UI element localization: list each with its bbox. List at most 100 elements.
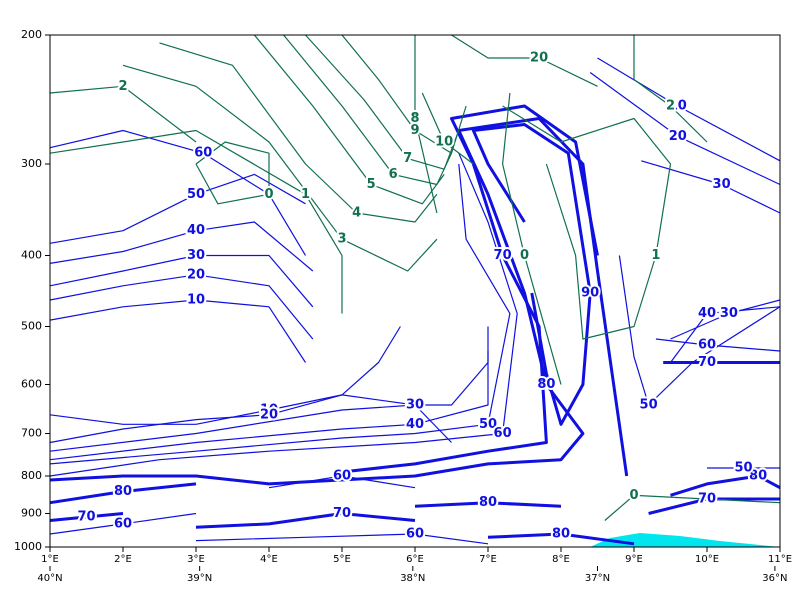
x-tick-label: 4°E: [260, 554, 278, 565]
contour-line: [253, 34, 445, 205]
y-tick-label: 300: [21, 157, 42, 170]
contour-label: 0: [264, 187, 273, 202]
contour-line: [471, 123, 592, 426]
contour-line: [597, 57, 781, 162]
y-tick-label: 600: [21, 377, 42, 390]
contour-label: 10: [260, 402, 278, 417]
contour-label: 8: [410, 111, 419, 126]
contour-label: 6: [389, 167, 398, 182]
contour-label: 70: [698, 355, 716, 370]
contour-label: 80: [479, 495, 497, 510]
contour-label: 1: [301, 187, 310, 202]
contour-label: 2: [118, 79, 127, 94]
contour-label: 30: [720, 306, 738, 321]
x-tick-label: 5°E: [333, 554, 351, 565]
contour-line: [641, 160, 781, 214]
contour-line: [618, 255, 781, 406]
contour-line: [49, 326, 401, 444]
contour-line: [49, 129, 307, 256]
contour-label: 70: [698, 492, 716, 507]
contour-line: [670, 306, 781, 363]
contour-line: [49, 117, 629, 486]
contour-label: 20: [669, 129, 687, 144]
contour-line: [655, 338, 781, 352]
contour-label: 80: [749, 469, 767, 484]
contour-line: [49, 221, 314, 272]
contour-label: 7: [403, 151, 412, 166]
y-tick-label: 400: [21, 249, 42, 262]
x-tick-label: 6°E: [406, 554, 424, 565]
x-tick-label: 3°E: [187, 554, 205, 565]
x-tick-label: 11°E: [768, 554, 792, 565]
contour-line: [49, 274, 314, 340]
contour-line: [341, 34, 467, 154]
contour-line: [283, 34, 453, 186]
contour-line: [341, 104, 599, 474]
contour-line: [604, 494, 781, 521]
terrain: [590, 533, 780, 547]
y-tick-label: 800: [21, 469, 42, 482]
contour-line: [502, 92, 562, 385]
x-tick-label: 1°E: [41, 554, 59, 565]
contour-label: 80: [552, 527, 570, 542]
contour-label: 50: [187, 187, 205, 202]
x2-tick-label: 38°N: [400, 573, 425, 584]
contour-label: 90: [581, 285, 599, 300]
contour-line: [49, 152, 518, 477]
contour-line: [49, 85, 197, 143]
contour-label: 70: [77, 509, 95, 524]
contour-line: [421, 92, 474, 165]
y-tick-label: 1000: [14, 540, 42, 553]
contour-line: [159, 42, 438, 223]
contour-label: 50: [734, 460, 752, 475]
contour-line: [195, 141, 270, 205]
y-tick-label: 500: [21, 319, 42, 332]
contour-label: 60: [698, 338, 716, 353]
contour-label: 20: [187, 267, 205, 282]
contour-label: 70: [494, 248, 512, 263]
contour-line: [414, 35, 438, 214]
contour-label: 5: [367, 177, 376, 192]
y-tick-label: 900: [21, 506, 42, 519]
x2-tick-label: 36°N: [762, 573, 787, 584]
contour-line: [670, 474, 781, 497]
x-tick-label: 10°E: [695, 554, 719, 565]
contour-line: [451, 34, 598, 87]
contour-label: 0: [629, 488, 638, 503]
contour-label: 1: [651, 248, 660, 263]
x2-tick-label: 40°N: [37, 573, 62, 584]
contour-line: [49, 482, 197, 505]
contour-line: [633, 35, 708, 143]
contour-label: 10: [435, 135, 453, 150]
contour-line: [487, 532, 635, 546]
contour-line: [49, 299, 307, 363]
contour-line: [502, 105, 672, 340]
x-tick-label: 8°E: [552, 554, 570, 565]
contour-line: [195, 533, 489, 545]
contour-label: 60: [494, 426, 512, 441]
contour-line: [49, 173, 306, 244]
contour-line: [589, 72, 781, 186]
contour-label: 40: [187, 223, 205, 238]
contour-line: [49, 129, 343, 314]
contour-label: 80: [114, 484, 132, 499]
contour-label: 60: [194, 146, 212, 161]
contour-label: 60: [333, 469, 351, 484]
x-tick-label: 2°E: [114, 554, 132, 565]
contour-label: 40: [406, 417, 424, 432]
contour-label: 3: [337, 232, 346, 247]
contour-line: [49, 512, 197, 535]
contour-line: [49, 163, 511, 465]
contour-label: 30: [187, 248, 205, 263]
contour-line: [49, 512, 124, 522]
y-tick-label: 200: [21, 28, 42, 41]
contour-label: 50: [479, 417, 497, 432]
contour-label: 20: [260, 407, 278, 422]
y-tick-label: 700: [21, 427, 42, 440]
contour-label: 4: [352, 206, 361, 221]
contour-label: 40: [698, 306, 716, 321]
contour-line: [49, 254, 314, 308]
contour-label: 20: [530, 51, 548, 66]
contour-line: [49, 351, 489, 461]
